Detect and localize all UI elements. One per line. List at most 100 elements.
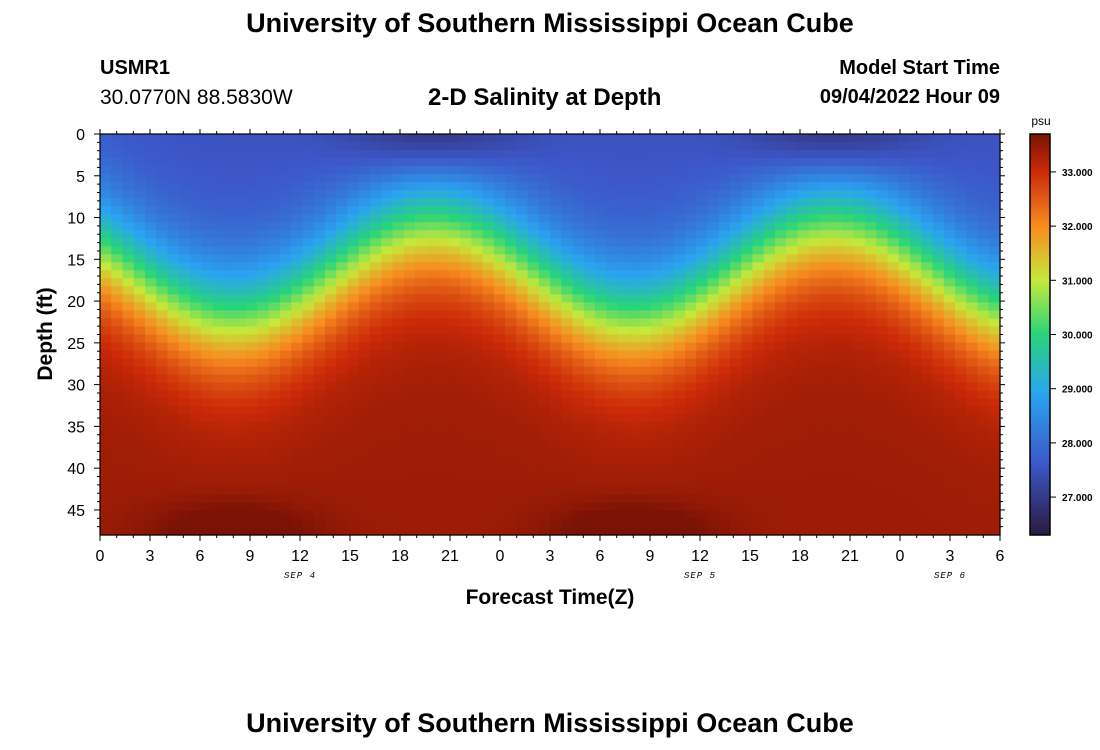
heatmap-cell [606,518,619,528]
heatmap-cell [392,390,405,400]
heatmap-cell [741,526,754,536]
heatmap-cell [201,150,214,159]
heatmap-cell [381,398,394,408]
heatmap-cell [730,334,742,344]
heatmap-cell [167,326,180,336]
heatmap-cell [718,358,731,368]
heatmap-cell [178,422,191,432]
heatmap-cell [212,158,225,167]
heatmap-cell [167,318,180,328]
heatmap-cell [685,158,697,167]
heatmap-cell [876,366,889,376]
heatmap-cell [471,454,484,464]
heatmap-cell [561,302,574,312]
heatmap-cell [741,366,754,376]
heatmap-cell [246,526,259,536]
heatmap-cell [662,390,675,400]
heatmap-cell [133,254,146,263]
heatmap-cell [910,502,922,512]
heatmap-cell [381,158,394,167]
heatmap-cell [842,406,855,416]
heatmap-cell [280,470,292,480]
heatmap-cell [583,502,596,512]
heatmap-cell [325,398,337,408]
heatmap-cell [471,366,484,376]
heatmap-cell [673,158,686,167]
heatmap-cell [966,302,979,312]
heatmap-cell [392,414,405,424]
heatmap-cell [347,294,360,304]
heatmap-cell [471,214,484,223]
heatmap-cell [538,510,551,520]
heatmap-cell [595,278,607,287]
heatmap-cell [741,246,754,255]
heatmap-cell [730,446,742,456]
heatmap-cell [876,486,889,496]
heatmap-cell [797,190,810,199]
heatmap-cell [370,150,382,159]
heatmap-cell [617,334,630,344]
heatmap-cell [280,414,292,424]
heatmap-cell [752,286,765,295]
heatmap-cell [910,430,922,440]
heatmap-cell [268,390,281,400]
heatmap-cell [527,462,540,472]
heatmap-cell [662,430,675,440]
heatmap-cell [302,246,315,255]
heatmap-cell [527,406,540,416]
heatmap-cell [921,158,934,167]
heatmap-cell [617,254,630,263]
heatmap-cell [156,494,169,504]
heatmap-cell [910,462,922,472]
heatmap-cell [662,158,675,167]
heatmap-cell [786,390,799,400]
heatmap-cell [583,358,596,368]
heatmap-cell [943,526,956,536]
heatmap-cell [122,270,135,279]
heatmap-cell [223,214,236,223]
heatmap-cell [730,326,742,336]
colorbar-bar [1029,133,1051,536]
heatmap-cell [752,302,765,312]
heatmap-cell [471,270,484,279]
heatmap-cell [932,510,945,520]
heatmap-cell [752,366,765,376]
heatmap-cell [460,446,472,456]
heatmap-cell [707,286,720,295]
heatmap-cell [921,358,934,368]
heatmap-cell [572,334,585,344]
heatmap-cell [865,334,877,344]
heatmap-cell [302,462,315,472]
heatmap-cell [235,150,247,159]
heatmap-cell [257,334,270,344]
heatmap-cell [628,502,641,512]
heatmap-cell [876,470,889,480]
heatmap-cell [921,374,934,384]
heatmap-cell [741,158,754,167]
heatmap-cell [943,182,956,191]
heatmap-cell [437,486,450,496]
heatmap-cell [381,502,394,512]
heatmap-cell [831,414,844,424]
heatmap-cell [786,334,799,344]
heatmap-cell [808,334,821,344]
heatmap-cell [977,238,990,247]
heatmap-cell [347,246,360,255]
heatmap-cell [302,190,315,199]
heatmap-cell [212,430,225,440]
heatmap-cell [685,358,697,368]
heatmap-cell [707,246,720,255]
heatmap-cell [190,398,202,408]
heatmap-cell [707,414,720,424]
heatmap-cell [572,286,585,295]
heatmap-cell [853,422,866,432]
heatmap-cell [156,286,169,295]
heatmap-cell [156,374,169,384]
heatmap-cell [145,350,157,360]
heatmap-cell [988,254,1001,263]
heatmap-cell [718,230,731,239]
heatmap-cell [471,510,484,520]
heatmap-cell [842,222,855,231]
heatmap-cell [752,150,765,159]
heatmap-cell [100,478,112,488]
